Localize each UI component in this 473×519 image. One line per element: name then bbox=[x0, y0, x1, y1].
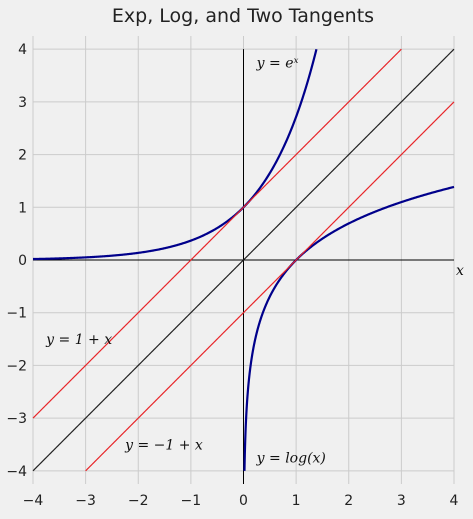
annotation-label: y = 1 + x bbox=[45, 332, 112, 348]
x-tick-label: 4 bbox=[450, 493, 459, 509]
x-tick-label: 2 bbox=[344, 493, 353, 509]
series-line-exp bbox=[32, 48, 318, 261]
y-tick-label: −3 bbox=[6, 411, 27, 427]
y-tick-label: 4 bbox=[18, 42, 27, 58]
tick-labels: −4 −3 −2 −1 0 1 2 3 4 −4 −3 −2 −1 0 1 2 3 4 bbox=[6, 42, 458, 509]
annotation-label: y = log(x) bbox=[256, 451, 326, 467]
x-axis-label: x bbox=[456, 263, 464, 279]
y-tick-label: −4 bbox=[6, 464, 27, 480]
y-tick-label: 3 bbox=[18, 95, 27, 111]
x-tick-label: −2 bbox=[128, 493, 149, 509]
axes bbox=[33, 49, 454, 484]
series-line-1plusx bbox=[32, 48, 402, 419]
x-tick-label: 0 bbox=[239, 493, 248, 509]
x-tick-label: −1 bbox=[181, 493, 202, 509]
x-tick-label: 3 bbox=[397, 493, 406, 509]
x-tick-label: 1 bbox=[292, 493, 301, 509]
annotation-label: y = eˣ bbox=[256, 55, 299, 71]
series-line-x bbox=[32, 48, 455, 472]
y-tick-label: 0 bbox=[18, 253, 27, 269]
y-tick-label: −1 bbox=[6, 306, 27, 322]
annotations: y = eˣ y = 1 + x y = −1 + x y = log(x) bbox=[45, 55, 326, 466]
series-line-x-1 bbox=[85, 101, 455, 472]
x-tick-label: −4 bbox=[23, 493, 44, 509]
x-tick-label: −3 bbox=[75, 493, 96, 509]
y-tick-label: 1 bbox=[18, 200, 27, 216]
y-tick-label: −2 bbox=[6, 358, 27, 374]
y-tick-label: 2 bbox=[18, 148, 27, 164]
series bbox=[32, 48, 455, 472]
annotation-label: y = −1 + x bbox=[124, 437, 203, 453]
chart-title: Exp, Log, and Two Tangents bbox=[112, 5, 374, 27]
